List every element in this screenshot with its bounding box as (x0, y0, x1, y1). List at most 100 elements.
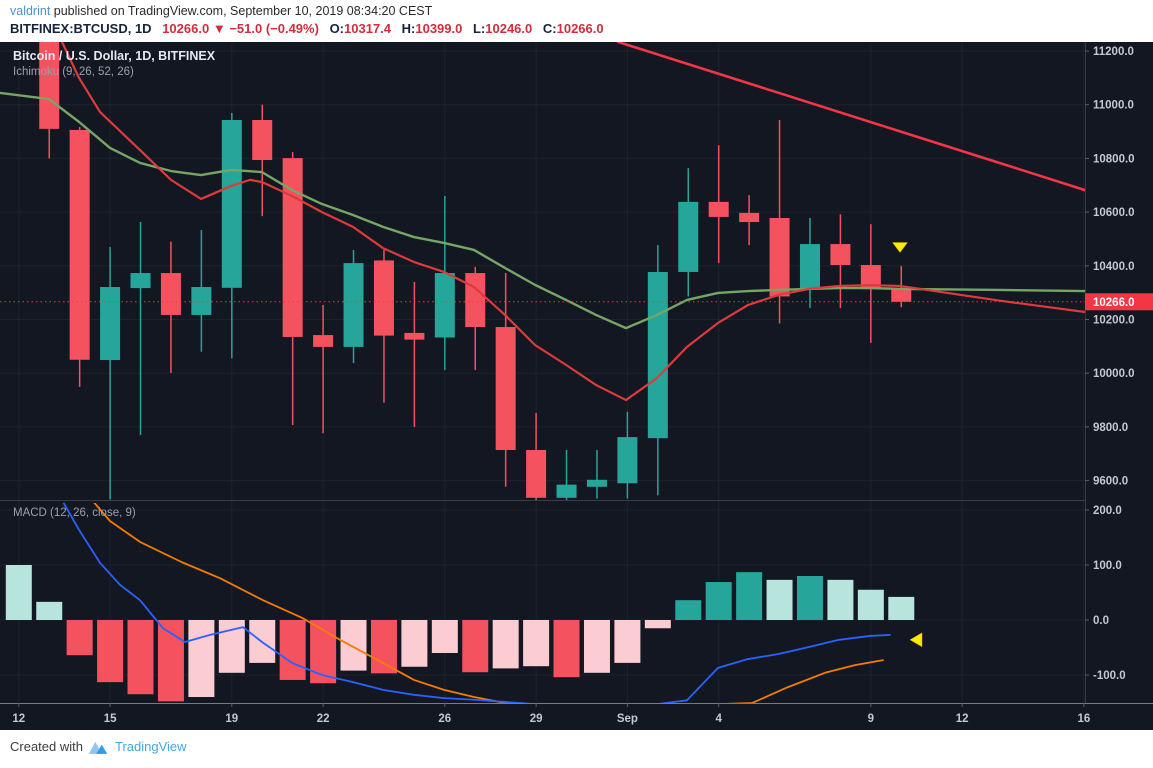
time-tick-label: 12 (956, 713, 969, 725)
macd-tick-label: 0.0 (1093, 615, 1109, 627)
candle[interactable] (799, 218, 820, 308)
macd-histogram-bar (827, 579, 854, 620)
author-link[interactable]: valdrint (10, 4, 51, 18)
high-label: H: (401, 21, 416, 36)
macd-marker-icon[interactable] (909, 632, 923, 648)
candle[interactable] (191, 230, 212, 352)
last-price-badge-label: 10266.0 (1093, 297, 1135, 309)
candle-body (465, 273, 486, 328)
macd-histogram-bar (583, 620, 610, 673)
candle[interactable] (313, 305, 334, 434)
snapshot-header: valdrint published on TradingView.com, S… (0, 0, 1153, 42)
candle-body (526, 449, 547, 498)
macd-histogram-bar (340, 620, 367, 671)
candle-body (160, 273, 181, 315)
candle-body (282, 158, 303, 337)
macd-histogram-bar (736, 572, 763, 620)
time-tick-label: 22 (317, 713, 330, 725)
symbol-status-line: BITFINEX:BTCUSD, 1D 10266.0 ▼ −51.0 (−0.… (10, 21, 604, 36)
byline-text: published on TradingView.com, September … (50, 4, 433, 18)
candle-body (100, 287, 121, 361)
candle[interactable] (617, 411, 638, 499)
candle[interactable] (860, 224, 881, 343)
candle-body (404, 332, 425, 340)
time-tick-label: 9 (868, 713, 874, 725)
candle[interactable] (39, 30, 60, 159)
candle-body (252, 120, 273, 161)
close-label: C: (542, 21, 557, 36)
open-value: 10317.4 (344, 21, 392, 36)
candle[interactable] (404, 281, 425, 427)
open-label: O: (329, 21, 345, 36)
low-label: L: (472, 21, 486, 36)
macd-tick-label: -100.0 (1093, 670, 1126, 682)
candle[interactable] (130, 222, 151, 435)
macd-histogram-bar (523, 620, 550, 667)
time-tick-label: 12 (12, 713, 25, 725)
candle-body (434, 273, 455, 338)
macd-tick-label: 100.0 (1093, 560, 1122, 572)
macd-histogram-bar (279, 620, 306, 680)
price-tick-label: 10800.0 (1093, 153, 1135, 165)
candle-body (586, 479, 607, 487)
time-tick-label: 4 (715, 713, 722, 725)
candle[interactable] (221, 113, 242, 359)
macd-histogram-bar (492, 620, 519, 669)
candle-body (769, 218, 790, 297)
candle[interactable] (495, 273, 516, 487)
candle-body (556, 484, 577, 498)
time-axis[interactable]: 12 15 19 22 26 29 Sep 4 9 12 16 (12, 703, 1090, 725)
candle[interactable] (739, 195, 760, 246)
symbol-name: BITFINEX:BTCUSD, 1D (10, 21, 152, 36)
sell-marker-icon[interactable] (892, 242, 908, 253)
candle[interactable] (556, 449, 577, 505)
candle-body (708, 201, 729, 217)
candlestick-series (39, 30, 912, 505)
macd-histogram-bar (644, 620, 671, 629)
candle-body (678, 201, 699, 272)
macd-pane[interactable] (5, 500, 923, 711)
candle[interactable] (830, 214, 851, 308)
price-tick-label: 11000.0 (1093, 100, 1134, 112)
chart-canvas[interactable]: 12 15 19 22 26 29 Sep 4 9 12 16 11200.0 11000.0 10800… (0, 0, 1153, 730)
macd-histogram-bar (766, 579, 793, 620)
price-tick-label: 10400.0 (1093, 261, 1135, 273)
tradingview-brand-link[interactable]: TradingView (114, 739, 187, 754)
candle[interactable] (678, 168, 699, 297)
candle-body (739, 212, 760, 223)
price-pane[interactable] (0, 30, 1085, 505)
high-value: 10399.0 (415, 21, 463, 36)
macd-histogram-bar (401, 620, 428, 667)
price-axis[interactable]: 11200.0 11000.0 10800.0 10600.0 10400.0 10200… (1085, 42, 1153, 703)
down-arrow-icon: ▼ (212, 21, 226, 36)
candle[interactable] (373, 249, 394, 403)
candle[interactable] (343, 249, 364, 363)
candle[interactable] (252, 104, 273, 217)
candle[interactable] (647, 245, 668, 496)
candle-body (313, 335, 334, 347)
time-tick-label: 19 (225, 713, 238, 725)
candle[interactable] (465, 266, 486, 370)
candle-body (39, 42, 60, 129)
price-change: −51.0 (−0.49%) (229, 21, 319, 36)
candle[interactable] (160, 241, 181, 373)
candle[interactable] (708, 145, 729, 264)
macd-histogram-bar (796, 576, 823, 620)
candle-body (860, 264, 881, 290)
candle[interactable] (526, 412, 547, 505)
chart-background (0, 42, 1153, 730)
candle[interactable] (434, 195, 455, 370)
candle[interactable] (69, 126, 90, 387)
created-with-text: Created with (10, 739, 83, 754)
time-tick-label: Sep (617, 713, 638, 725)
candle[interactable] (100, 247, 121, 500)
candle-body (891, 287, 912, 302)
last-price: 10266.0 (162, 21, 210, 36)
macd-tick-label: 200.0 (1093, 505, 1122, 517)
macd-histogram-bar (36, 601, 63, 620)
macd-histogram-bar (462, 620, 489, 673)
macd-histogram-bar (553, 620, 580, 678)
candle[interactable] (586, 449, 607, 499)
candle-body (495, 327, 516, 450)
